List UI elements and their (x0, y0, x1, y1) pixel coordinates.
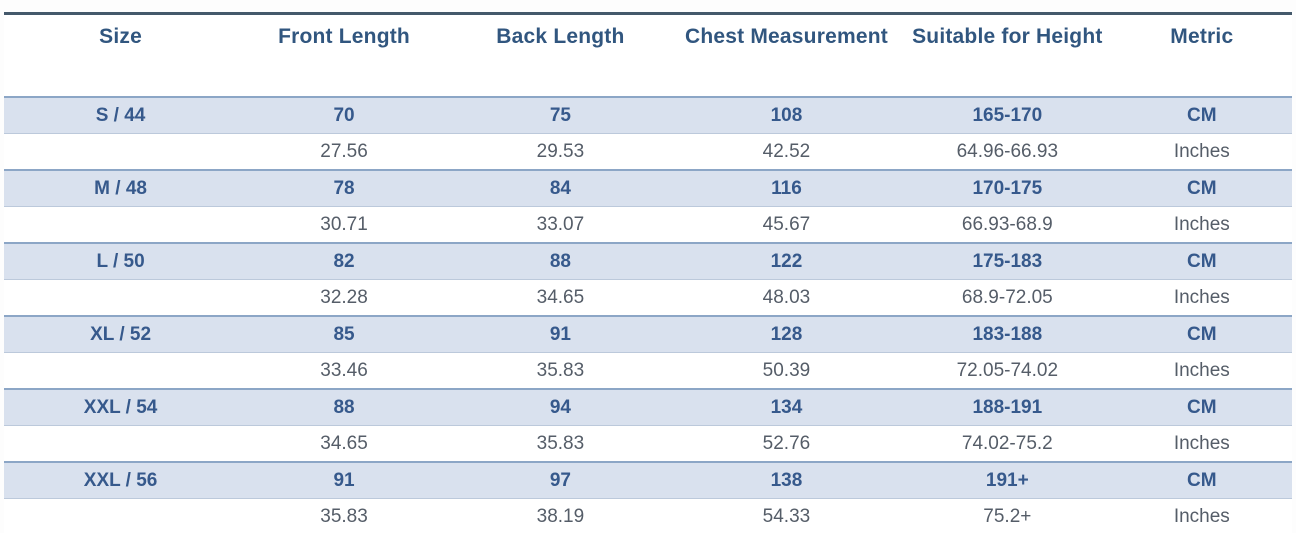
value-cell: 138 (669, 461, 903, 499)
value-cell: 85 (237, 315, 451, 353)
size-cell: M / 48 (4, 169, 238, 207)
value-cell: 183-188 (903, 315, 1112, 353)
column-header-chest-measurement: Chest Measurement (669, 13, 903, 97)
value-cell: 78 (237, 169, 451, 207)
value-cell: 72.05-74.02 (903, 352, 1112, 389)
value-cell: 68.9-72.05 (903, 279, 1112, 316)
value-cell: 45.67 (669, 206, 903, 243)
value-cell: 175-183 (903, 242, 1112, 280)
value-cell: 48.03 (669, 279, 903, 316)
value-cell: 122 (669, 242, 903, 280)
value-cell: 64.96-66.93 (903, 133, 1112, 170)
size-cell (4, 498, 238, 533)
value-cell: 33.07 (450, 206, 670, 243)
value-cell: 88 (237, 388, 451, 426)
column-header-back-length: Back Length (450, 13, 670, 97)
value-cell: 75.2+ (903, 498, 1112, 533)
size-chart-table: Size Front Length Back Length Chest Meas… (4, 12, 1292, 533)
size-cell (4, 352, 238, 389)
value-cell: 165-170 (903, 96, 1112, 134)
value-cell: 170-175 (903, 169, 1112, 207)
value-cell: 35.83 (237, 498, 451, 533)
value-cell: CM (1111, 461, 1292, 499)
value-cell: 54.33 (669, 498, 903, 533)
size-cell: XL / 52 (4, 315, 238, 353)
size-cell (4, 206, 238, 243)
value-cell: Inches (1111, 498, 1292, 533)
value-cell: 97 (450, 461, 670, 499)
value-cell: Inches (1111, 133, 1292, 170)
value-cell: Inches (1111, 279, 1292, 316)
value-cell: 94 (450, 388, 670, 426)
value-cell: 34.65 (450, 279, 670, 316)
size-cell: L / 50 (4, 242, 238, 280)
value-cell: CM (1111, 315, 1292, 353)
value-cell: CM (1111, 169, 1292, 207)
table-row: 35.83 38.19 54.33 75.2+ Inches (4, 498, 1292, 533)
table-row: XXL / 54 88 94 134 188-191 CM (4, 388, 1292, 426)
table-header: Size Front Length Back Length Chest Meas… (4, 13, 1292, 97)
value-cell: 82 (237, 242, 451, 280)
table-row: 34.65 35.83 52.76 74.02-75.2 Inches (4, 425, 1292, 462)
value-cell: 188-191 (903, 388, 1112, 426)
value-cell: Inches (1111, 352, 1292, 389)
value-cell: 74.02-75.2 (903, 425, 1112, 462)
table-body: S / 44 70 75 108 165-170 CM 27.56 29.53 42.52 64.… (4, 96, 1292, 533)
column-header-size: Size (4, 13, 238, 97)
value-cell: Inches (1111, 206, 1292, 243)
table-row: 33.46 35.83 50.39 72.05-74.02 Inches (4, 352, 1292, 389)
value-cell: 29.53 (450, 133, 670, 170)
table-row: XL / 52 85 91 128 183-188 CM (4, 315, 1292, 353)
value-cell: 88 (450, 242, 670, 280)
value-cell: 91 (237, 461, 451, 499)
table-row: M / 48 78 84 116 170-175 CM (4, 169, 1292, 207)
value-cell: 134 (669, 388, 903, 426)
table-row: 30.71 33.07 45.67 66.93-68.9 Inches (4, 206, 1292, 243)
value-cell: 50.39 (669, 352, 903, 389)
value-cell: 30.71 (237, 206, 451, 243)
column-header-metric: Metric (1111, 13, 1292, 97)
value-cell: 34.65 (237, 425, 451, 462)
value-cell: 191+ (903, 461, 1112, 499)
value-cell: 91 (450, 315, 670, 353)
value-cell: 52.76 (669, 425, 903, 462)
value-cell: 32.28 (237, 279, 451, 316)
value-cell: 70 (237, 96, 451, 134)
value-cell: CM (1111, 96, 1292, 134)
value-cell: 33.46 (237, 352, 451, 389)
value-cell: 75 (450, 96, 670, 134)
column-header-suitable-height: Suitable for Height (903, 13, 1112, 97)
value-cell: 116 (669, 169, 903, 207)
size-cell: XXL / 56 (4, 461, 238, 499)
size-cell (4, 425, 238, 462)
size-cell (4, 279, 238, 316)
table-row: 27.56 29.53 42.52 64.96-66.93 Inches (4, 133, 1292, 170)
value-cell: 27.56 (237, 133, 451, 170)
size-cell (4, 133, 238, 170)
value-cell: 35.83 (450, 352, 670, 389)
column-header-front-length: Front Length (237, 13, 451, 97)
value-cell: 66.93-68.9 (903, 206, 1112, 243)
value-cell: 35.83 (450, 425, 670, 462)
table-row: L / 50 82 88 122 175-183 CM (4, 242, 1292, 280)
table-row: 32.28 34.65 48.03 68.9-72.05 Inches (4, 279, 1292, 316)
size-cell: XXL / 54 (4, 388, 238, 426)
value-cell: 108 (669, 96, 903, 134)
value-cell: CM (1111, 242, 1292, 280)
header-row: Size Front Length Back Length Chest Meas… (4, 13, 1292, 97)
value-cell: Inches (1111, 425, 1292, 462)
value-cell: 128 (669, 315, 903, 353)
table-row: XXL / 56 91 97 138 191+ CM (4, 461, 1292, 499)
table-row: S / 44 70 75 108 165-170 CM (4, 96, 1292, 134)
size-cell: S / 44 (4, 96, 238, 134)
value-cell: 38.19 (450, 498, 670, 533)
value-cell: 84 (450, 169, 670, 207)
value-cell: 42.52 (669, 133, 903, 170)
value-cell: CM (1111, 388, 1292, 426)
